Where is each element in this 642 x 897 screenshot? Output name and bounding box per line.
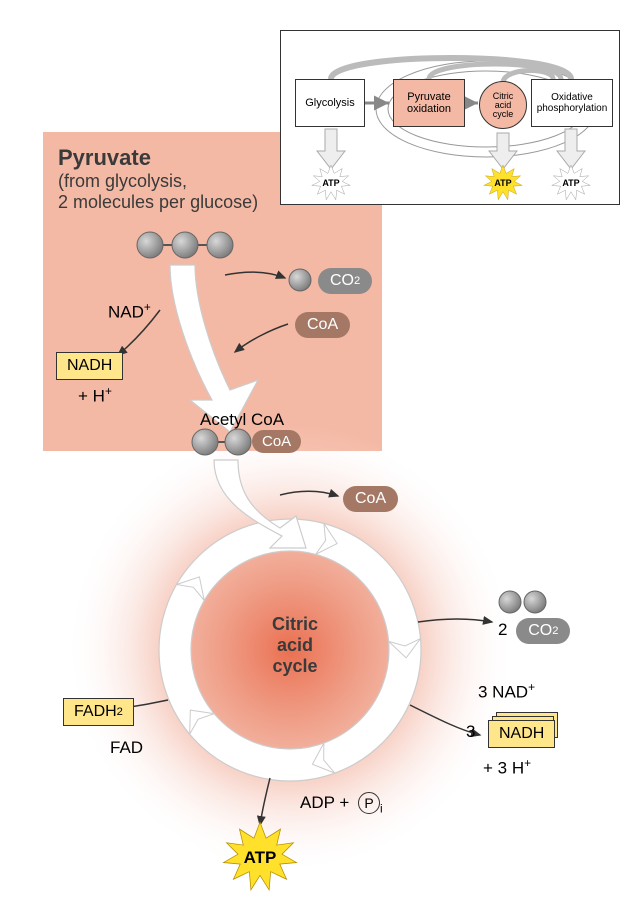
pyruvate-sub2: 2 molecules per glucose): [58, 192, 258, 213]
inset-cac: Citric acid cycle: [479, 81, 527, 129]
fad-label: FAD: [110, 738, 143, 758]
inset-panel: Glycolysis Pyruvate oxidation Citric aci…: [280, 30, 620, 205]
inset-oxphos: Oxidative phosphorylation: [531, 79, 613, 127]
adp-pi-label: ADP + P i: [300, 792, 383, 815]
nad-plus-label: NAD+: [108, 300, 151, 323]
pyruvate-title: Pyruvate: [58, 145, 258, 171]
two-co2-label: 2 CO2: [498, 618, 570, 644]
acetyl-coa-label: Acetyl CoA: [200, 410, 284, 430]
co2-ball-top: [289, 269, 311, 291]
fadh2-box: FADH2: [63, 698, 134, 726]
two-co2-balls: [499, 591, 546, 613]
inset-pyr-ox: Pyruvate oxidation: [393, 79, 465, 127]
inset-glycolysis: Glycolysis: [295, 79, 365, 127]
three-nadh-prefix: 3: [466, 722, 475, 742]
cycle-label: Citric acid cycle: [255, 614, 335, 677]
pyruvate-molecule: [137, 232, 233, 258]
inset-atp-1: ATP: [311, 163, 351, 203]
inset-atp-3: ATP: [551, 163, 591, 203]
atp-star-main: ATP: [222, 820, 298, 896]
nadh-box: NADH: [56, 352, 123, 380]
pyruvate-sub1: (from glycolysis,: [58, 171, 258, 192]
three-nad-label: 3 NAD+: [478, 680, 535, 703]
h-plus-label: + H+: [78, 384, 112, 407]
three-nadh-group: NADH: [480, 720, 580, 760]
coa-pill-in: CoA: [295, 312, 350, 338]
inset-atp-2: ATP: [483, 163, 523, 203]
coa-pill-attached: CoA: [252, 430, 301, 453]
three-h-label: + 3 H+: [483, 756, 531, 779]
coa-pill-release: CoA: [343, 486, 398, 512]
co2-pill-top: CO2: [318, 268, 372, 294]
